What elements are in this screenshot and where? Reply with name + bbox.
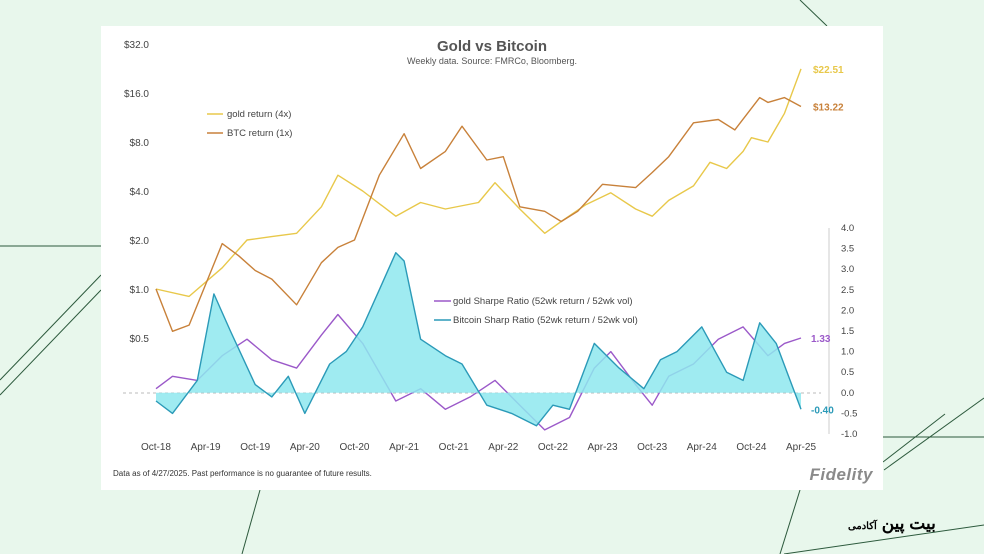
footnote: Data as of 4/27/2025. Past performance i… [113, 469, 372, 478]
end-value-label: $13.22 [813, 102, 844, 113]
x-axis: Oct-18 Apr-19 Oct-19 Apr-20 Oct-20 Apr-21 Oct-… [141, 442, 816, 453]
chart-title: Gold vs Bitcoin [437, 38, 547, 55]
right-tick-label: 2.0 [841, 305, 854, 316]
gold-vs-bitcoin-chart: Gold vs Bitcoin Weekly data. Source: FMR… [123, 38, 857, 453]
x-tick-label: Apr-20 [290, 442, 320, 453]
right-tick-label: -1.0 [841, 429, 857, 440]
brand-mark: بیت پین آکادمی [848, 514, 936, 534]
right-tick-label: 2.5 [841, 285, 854, 296]
left-tick-label: $0.5 [130, 334, 150, 345]
end-labels: $22.51 $13.22 1.33 -0.40 [811, 65, 844, 416]
x-tick-label: Apr-24 [687, 442, 717, 453]
left-tick-label: $2.0 [130, 236, 150, 247]
x-tick-label: Oct-18 [141, 442, 171, 453]
series-line-3 [155, 252, 802, 427]
series-line-1 [155, 96, 802, 332]
x-tick-label: Apr-21 [389, 442, 419, 453]
left-axis: $0.5 $1.0 $2.0 $4.0 $8.0 $16.0 $32.0 [124, 40, 149, 345]
legend-label: Bitcoin Sharp Ratio (52wk return / 52wk … [453, 315, 638, 326]
legend-layer: gold return (4x) BTC return (1x) gold Shar… [207, 109, 638, 326]
end-value-label: 1.33 [811, 334, 831, 345]
x-tick-label: Oct-21 [439, 442, 469, 453]
right-axis: -1.0 -0.5 0.0 0.5 1.0 1.5 2.0 2.5 3.0 3.5 4.0 [828, 223, 857, 440]
legend-label: BTC return (1x) [227, 128, 292, 139]
chart-panel: Gold vs Bitcoin Weekly data. Source: FMR… [101, 26, 883, 490]
right-tick-label: 4.0 [841, 223, 854, 234]
series-line-0 [155, 68, 802, 298]
left-tick-label: $4.0 [130, 187, 150, 198]
x-tick-label: Oct-20 [339, 442, 369, 453]
left-tick-label: $32.0 [124, 40, 149, 51]
right-tick-label: 0.5 [841, 367, 854, 378]
x-tick-label: Apr-25 [786, 442, 816, 453]
x-tick-label: Apr-22 [488, 442, 518, 453]
end-value-label: -0.40 [811, 405, 834, 416]
x-tick-label: Oct-22 [538, 442, 568, 453]
legend-label: gold return (4x) [227, 109, 291, 120]
x-tick-label: Oct-23 [637, 442, 667, 453]
right-tick-label: 1.0 [841, 347, 854, 358]
x-tick-label: Apr-19 [191, 442, 221, 453]
left-tick-label: $16.0 [124, 89, 149, 100]
right-tick-label: 3.0 [841, 264, 854, 275]
right-tick-label: 3.5 [841, 244, 854, 255]
legend-label: gold Sharpe Ratio (52wk return / 52wk vo… [453, 296, 633, 307]
brand-tag: آکادمی [848, 521, 877, 532]
brand-name: بیت پین [881, 514, 936, 533]
series-layer [155, 68, 802, 431]
x-tick-label: Oct-19 [240, 442, 270, 453]
x-tick-label: Apr-23 [588, 442, 618, 453]
left-tick-label: $1.0 [130, 285, 150, 296]
bitcoin-sharpe-area [156, 252, 801, 426]
end-value-label: $22.51 [813, 65, 844, 76]
left-tick-label: $8.0 [130, 138, 150, 149]
x-tick-label: Oct-24 [736, 442, 766, 453]
right-tick-label: 0.0 [841, 388, 854, 399]
chart-subtitle: Weekly data. Source: FMRCo, Bloomberg. [407, 56, 577, 66]
right-tick-label: 1.5 [841, 326, 854, 337]
right-tick-label: -0.5 [841, 408, 857, 419]
fidelity-logo: Fidelity [809, 465, 873, 484]
